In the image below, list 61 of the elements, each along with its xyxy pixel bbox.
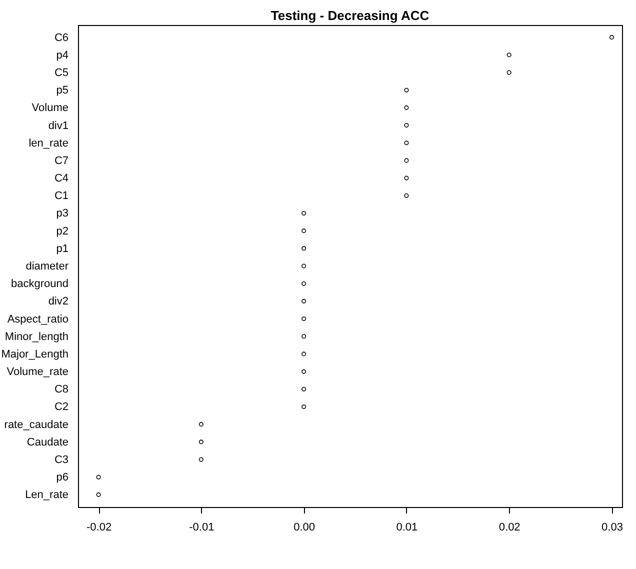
point	[96, 492, 101, 497]
y-tick-label: rate_caudate	[4, 418, 68, 431]
x-tick-label: 0.03	[602, 522, 623, 534]
point	[302, 334, 306, 339]
y-tick-label: Caudate	[26, 436, 68, 448]
point	[302, 352, 306, 356]
point	[404, 140, 409, 146]
y-tick-label: Len_rate	[25, 489, 68, 502]
y-tick-label: C8	[54, 384, 68, 396]
y-tick-label: p6	[56, 472, 68, 484]
point	[404, 193, 409, 198]
y-tick-label: diameter	[26, 260, 69, 272]
y-tick-label: Minor_length	[4, 330, 68, 343]
point	[404, 123, 409, 128]
x-tick-label: 0.01	[396, 522, 418, 534]
y-tick-label: p5	[56, 84, 68, 97]
point	[506, 52, 512, 58]
y-tick-label: C4	[54, 172, 68, 185]
y-tick-label: div1	[48, 120, 68, 132]
point	[302, 228, 306, 234]
x-tick-label: 0.02	[498, 522, 520, 534]
x-tick-label: 0.00	[294, 522, 316, 534]
point	[609, 35, 614, 40]
y-tick-label: p1	[56, 242, 68, 255]
point	[302, 386, 306, 392]
y-tick-label: Aspect_ratio	[7, 313, 68, 326]
point	[404, 88, 409, 92]
y-tick-label: C5	[54, 66, 68, 79]
point	[198, 440, 204, 444]
point	[302, 404, 306, 409]
y-tick-label: C7	[54, 154, 68, 167]
chart-title: Testing - Decreasing ACC	[270, 8, 430, 23]
point	[198, 422, 204, 427]
y-tick-label: C6	[54, 32, 68, 44]
point	[302, 281, 306, 286]
y-tick-label: Volume	[32, 102, 68, 114]
y-tick-label: C3	[54, 454, 68, 466]
y-tick-label: Volume_rate	[6, 366, 68, 378]
point	[96, 474, 101, 480]
y-tick-label: C1	[54, 190, 68, 202]
point	[404, 176, 409, 180]
point	[302, 210, 306, 216]
x-tick-label: -0.01	[189, 522, 214, 534]
point	[302, 246, 306, 251]
x-tick-label: -0.02	[86, 522, 112, 534]
point	[302, 369, 306, 374]
point	[404, 158, 409, 163]
y-tick-label: p4	[56, 49, 68, 62]
y-tick-label: Major_Length	[1, 348, 68, 360]
y-tick-label: background	[11, 278, 68, 290]
y-tick-label: len_rate	[28, 137, 68, 150]
y-tick-label: p2	[56, 225, 68, 238]
point	[404, 105, 409, 110]
y-tick-label: p3	[56, 208, 68, 220]
y-tick-label: div2	[48, 296, 68, 308]
point	[302, 316, 306, 322]
point	[302, 298, 306, 304]
y-tick-label: C2	[54, 401, 68, 414]
point	[198, 457, 204, 462]
point	[302, 264, 306, 268]
point	[506, 70, 512, 75]
